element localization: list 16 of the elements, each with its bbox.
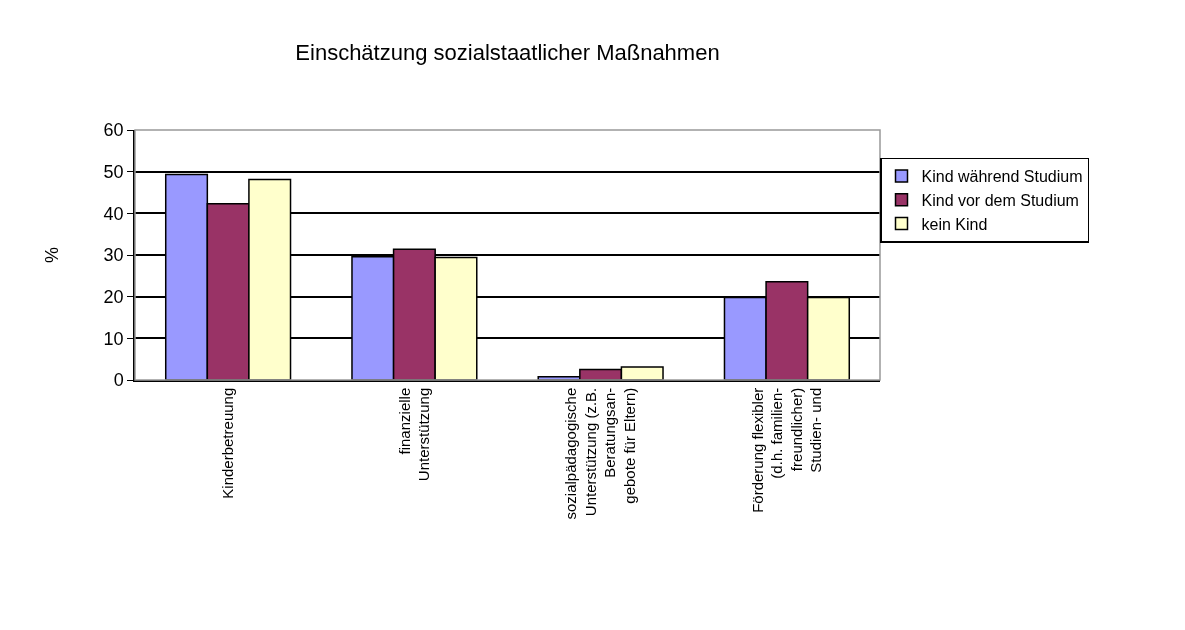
legend-label: Kind während Studium [921, 168, 1083, 186]
x-tick-label: Förderung flexibler (d.h. familien- freundlicher) Studien- und [748, 387, 825, 513]
x-tick-label: sozialpädagogische Unterstützung (z.B. Beratungsan- gebote für Eltern) [562, 387, 638, 520]
y-tick-label: 50 [103, 161, 124, 182]
y-tick-label: 30 [103, 245, 124, 266]
y-tick-label: 0 [113, 370, 124, 391]
y-tick-label: 60 [103, 120, 124, 141]
y-tick-label: 10 [103, 328, 124, 349]
x-tick-label: Kinderbetreuung [219, 387, 237, 499]
y-axis-title: % [42, 246, 63, 264]
y-tick-label: 20 [103, 286, 124, 307]
chart-title: Einschätzung sozialstaatlicher Maßnahmen [295, 39, 720, 65]
y-tick-label: 40 [103, 203, 124, 224]
legend-label: kein Kind [921, 215, 988, 233]
legend-label: Kind vor dem Studium [921, 191, 1079, 209]
x-tick-label: finanzielle Unterstützung [395, 387, 433, 482]
